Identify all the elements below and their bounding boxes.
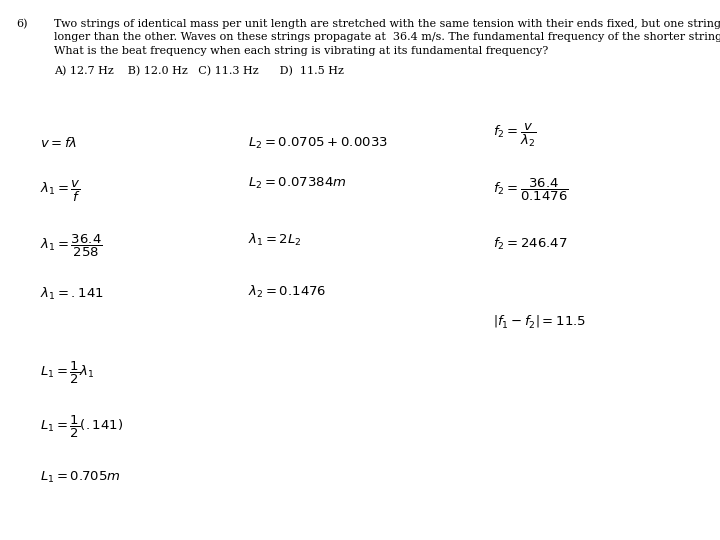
Text: $L_1 = \dfrac{1}{2}(.141)$: $L_1 = \dfrac{1}{2}(.141)$: [40, 414, 123, 440]
Text: $f_2 = 246.47$: $f_2 = 246.47$: [493, 236, 567, 252]
Text: $\lambda_1 = \dfrac{36.4}{258}$: $\lambda_1 = \dfrac{36.4}{258}$: [40, 233, 102, 259]
Text: Two strings of identical mass per unit length are stretched with the same tensio: Two strings of identical mass per unit l…: [54, 19, 720, 29]
Text: $L_2 = 0.0705 + 0.0033$: $L_2 = 0.0705 + 0.0033$: [248, 136, 388, 151]
Text: $L_1 = 0.705m$: $L_1 = 0.705m$: [40, 470, 120, 485]
Text: $\lambda_1 = \dfrac{v}{f}$: $\lambda_1 = \dfrac{v}{f}$: [40, 179, 81, 204]
Text: longer than the other. Waves on these strings propagate at  36.4 m/s. The fundam: longer than the other. Waves on these st…: [54, 32, 720, 43]
Text: $v = f\lambda$: $v = f\lambda$: [40, 136, 77, 150]
Text: $L_1 = \dfrac{1}{2}\lambda_1$: $L_1 = \dfrac{1}{2}\lambda_1$: [40, 360, 94, 386]
Text: $L_2 = 0.07384m$: $L_2 = 0.07384m$: [248, 176, 347, 191]
Text: $f_2 = \dfrac{36.4}{0.1476}$: $f_2 = \dfrac{36.4}{0.1476}$: [493, 177, 569, 203]
Text: $\left|f_1 - f_2\right| = 11.5$: $\left|f_1 - f_2\right| = 11.5$: [493, 313, 586, 330]
Text: A) 12.7 Hz    B) 12.0 Hz   C) 11.3 Hz      D)  11.5 Hz: A) 12.7 Hz B) 12.0 Hz C) 11.3 Hz D) 11.5…: [54, 66, 344, 77]
Text: $\lambda_1 = .141$: $\lambda_1 = .141$: [40, 286, 104, 302]
Text: $f_2 = \dfrac{v}{\lambda_2}$: $f_2 = \dfrac{v}{\lambda_2}$: [493, 122, 536, 148]
Text: 6): 6): [16, 19, 27, 29]
Text: $\lambda_2 = 0.1476$: $\lambda_2 = 0.1476$: [248, 284, 327, 300]
Text: $\lambda_1 = 2L_2$: $\lambda_1 = 2L_2$: [248, 232, 302, 248]
Text: What is the beat frequency when each string is vibrating at its fundamental freq: What is the beat frequency when each str…: [54, 46, 548, 56]
